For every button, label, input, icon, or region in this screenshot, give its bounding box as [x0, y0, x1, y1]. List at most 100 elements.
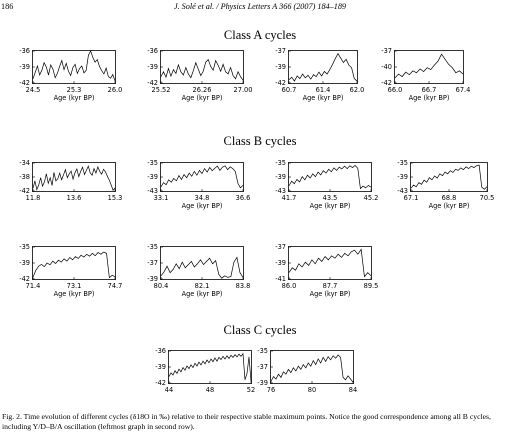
y-tick-label: -42 [19, 274, 30, 283]
y-tick-label: -39 [19, 258, 30, 267]
section-title-class-a: Class A cycles [223, 28, 297, 42]
x-tick-label: 66.7 [421, 86, 437, 94]
series-line [32, 165, 116, 192]
y-tick-label: -39 [19, 62, 30, 71]
plot-b-3: -35 -39 -43 41.7 43.5 45.2 Age (kyr BP) [275, 159, 378, 210]
y-tick-label: -36 [155, 346, 166, 355]
x-tick-label: 48 [205, 386, 215, 394]
x-tick-label: 87.7 [322, 282, 338, 290]
y-tick-label: -35 [147, 242, 158, 251]
y-tick-label: -37 [381, 46, 392, 55]
x-tick-label: 80.4 [153, 282, 169, 290]
x-tick-label: 25.3 [66, 86, 82, 94]
plot-svg [288, 50, 358, 84]
x-axis-label: Age (kyr BP) [309, 202, 351, 210]
y-tick-label: -37 [147, 258, 158, 267]
y-tick-label: -43 [397, 186, 408, 195]
x-tick-label: 74.7 [107, 282, 123, 290]
y-tick-label: -39 [147, 274, 158, 283]
x-tick-label: 13.6 [66, 194, 82, 202]
y-tick-label: -36 [19, 46, 30, 55]
x-tick-label: 73.1 [66, 282, 82, 290]
x-tick-label: 89.5 [363, 282, 379, 290]
plot-a-4: -37 -40 -42 66.0 66.7 67.4 Age (kyr BP) [381, 47, 470, 102]
y-tick-label: -39 [155, 362, 166, 371]
x-tick-label: 43.5 [322, 194, 338, 202]
plot-frame [288, 50, 358, 84]
plot-b-5: -35 -39 -42 71.4 73.1 74.7 Age (kyr BP) [19, 243, 122, 298]
plot-svg [160, 162, 244, 192]
y-tick-label: -42 [275, 78, 286, 87]
plot-svg [32, 162, 116, 192]
series-line [288, 164, 372, 190]
section-title-class-c: Class C cycles [223, 323, 297, 337]
x-tick-label: 67.4 [455, 86, 471, 94]
plot-a-3: -37 -39 -42 60.7 61.4 62.0 Age (kyr BP) [275, 47, 364, 102]
x-tick-label: 52 [246, 386, 256, 394]
x-tick-label: 83.8 [235, 282, 251, 290]
y-tick-label: -36 [147, 46, 158, 55]
series-line [270, 354, 354, 383]
plot-svg [32, 50, 116, 84]
y-tick-label: -42 [381, 78, 392, 87]
y-tick-label: -37 [257, 362, 268, 371]
x-tick-label: 41.7 [281, 194, 297, 202]
plot-b-6: -35 -37 -39 80.4 82.1 83.8 Age (kyr BP) [147, 243, 250, 298]
x-tick-label: 26.26 [192, 86, 212, 94]
plot-frame [270, 350, 354, 384]
x-axis-label: Age (kyr BP) [181, 202, 223, 210]
y-tick-label: -39 [275, 172, 286, 181]
y-tick-label: -42 [19, 78, 30, 87]
plot-svg [410, 162, 488, 192]
x-axis-label: Age (kyr BP) [53, 290, 95, 298]
y-tick-label: -39 [147, 172, 158, 181]
plot-svg [288, 162, 372, 192]
plot-svg [160, 50, 244, 84]
x-tick-label: 44 [164, 386, 174, 394]
series-line [32, 251, 116, 279]
plot-b-7: -37 -39 -41 86.0 87.7 89.5 Age (kyr BP) [275, 243, 378, 298]
x-tick-label: 61.4 [315, 86, 331, 94]
plot-b-2: -35 -39 -43 33.1 34.8 36.6 Age (kyr BP) [147, 159, 250, 210]
x-tick-label: 45.2 [363, 194, 379, 202]
x-tick-label: 76 [266, 386, 276, 394]
x-tick-label: 68.8 [441, 194, 457, 202]
plot-frame [32, 246, 116, 280]
x-tick-label: 60.7 [281, 86, 297, 94]
plot-svg [160, 246, 244, 280]
y-tick-label: -37 [275, 242, 286, 251]
x-tick-label: 84 [348, 386, 358, 394]
x-axis-label: Age (kyr BP) [53, 94, 95, 102]
plot-svg [270, 350, 354, 384]
plot-frame [160, 162, 244, 192]
plot-c-1: -36 -39 -42 44 48 52 [155, 347, 255, 394]
x-tick-label: 25.52 [151, 86, 171, 94]
plot-frame [32, 50, 116, 84]
plot-svg [32, 246, 116, 280]
y-tick-label: -35 [275, 158, 286, 167]
running-title: J. Solé et al. / Physics Letters A 366 (… [173, 2, 347, 11]
y-tick-label: -43 [275, 186, 286, 195]
series-line [160, 58, 244, 81]
series-line [288, 248, 372, 278]
page-header: 186 J. Solé et al. / Physics Letters A 3… [0, 0, 520, 14]
plot-svg [394, 50, 464, 84]
plot-a-1: -36 -39 -42 24.5 25.3 26.0 Age (kyr BP) [19, 47, 122, 102]
y-tick-label: -35 [19, 242, 30, 251]
y-tick-label: -35 [257, 346, 268, 355]
series-line [288, 52, 358, 82]
y-tick-label: -34 [19, 158, 30, 167]
y-tick-label: -39 [147, 62, 158, 71]
x-tick-label: 15.3 [107, 194, 123, 202]
x-axis-label: Age (kyr BP) [181, 94, 223, 102]
y-tick-label: -39 [257, 378, 268, 387]
y-tick-label: -39 [275, 258, 286, 267]
x-tick-label: 86.0 [281, 282, 297, 290]
x-axis-label: Age (kyr BP) [181, 290, 223, 298]
x-tick-label: 36.6 [235, 194, 251, 202]
y-tick-label: -35 [397, 158, 408, 167]
series-line [32, 50, 116, 81]
y-tick-label: -41 [275, 274, 286, 283]
y-tick-label: -42 [147, 78, 158, 87]
y-tick-label: -38 [19, 172, 30, 181]
